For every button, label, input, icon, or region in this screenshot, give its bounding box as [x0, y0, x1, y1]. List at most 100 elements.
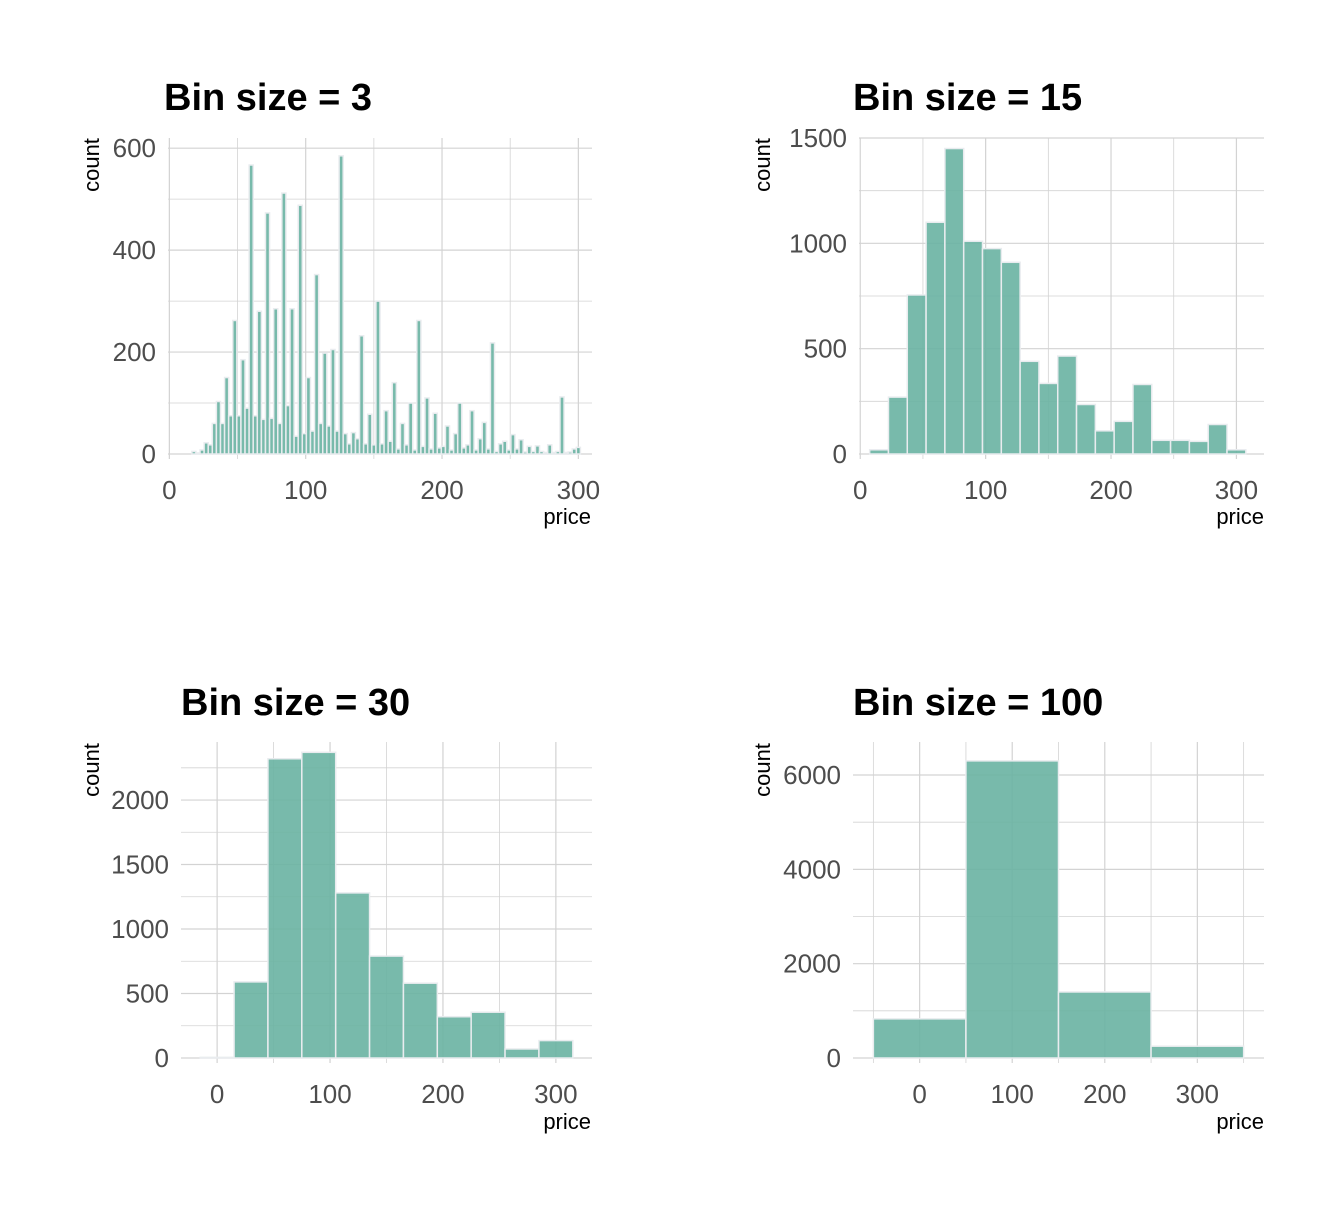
histogram-bar [301, 751, 337, 1059]
x-tick-label: 0 [912, 1079, 926, 1109]
histogram-bar [233, 981, 269, 1059]
histogram-bar [925, 221, 946, 455]
x-tick-label: 100 [284, 475, 327, 505]
x-tick-label: 0 [853, 475, 867, 505]
histogram-bar [407, 402, 414, 455]
histogram-bar [1057, 991, 1152, 1059]
histogram-bar [575, 446, 582, 455]
histogram-bar [887, 396, 909, 455]
histogram-bar [906, 294, 927, 455]
histogram-bar [481, 421, 488, 455]
histogram-bar [375, 300, 381, 455]
histogram-bar [432, 412, 439, 455]
y-tick-label: 0 [142, 439, 156, 469]
bars [868, 147, 1247, 455]
x-tick-label: 200 [420, 475, 463, 505]
panel-title: Bin size = 3 [164, 77, 372, 119]
histogram-bar [399, 422, 406, 455]
histogram-bar [470, 1011, 506, 1059]
histogram-bar [526, 445, 533, 455]
histogram-bar [504, 1048, 540, 1059]
y-tick-label: 0 [833, 439, 847, 469]
histogram-bar [1019, 360, 1040, 455]
y-tick-label: 2000 [783, 949, 841, 979]
x-tick-label: 200 [1083, 1079, 1126, 1109]
panel-bin-3: Bin size = 3 0 200 400 600 0 100 200 300 price… [79, 77, 600, 529]
histogram-bar [546, 444, 553, 455]
bars [199, 751, 574, 1059]
y-tick-label: 1500 [789, 123, 847, 153]
panel-title: Bin size = 30 [181, 682, 410, 724]
histogram-bar [248, 164, 254, 455]
panel-bin-30: Bin size = 30 0 500 1000 1500 2000 0 100 200 30… [79, 682, 592, 1134]
y-axis-label: count [750, 138, 775, 192]
histogram-bar [240, 358, 246, 455]
histogram-bar [965, 760, 1060, 1059]
histogram-bar [1188, 440, 1209, 455]
histogram-bar [1000, 261, 1021, 455]
y-tick-label: 0 [155, 1043, 169, 1073]
histogram-bar [518, 438, 524, 455]
x-axis-label: price [1216, 504, 1264, 529]
x-tick-label: 200 [1089, 475, 1132, 505]
x-tick-label: 100 [964, 475, 1007, 505]
y-tick-label: 1000 [789, 228, 847, 258]
y-tick-label: 4000 [783, 854, 841, 884]
histogram-bar [368, 955, 405, 1059]
histogram-bar [1094, 430, 1115, 455]
x-ticks: 0 100 200 300 [853, 475, 1258, 505]
histogram-bar [281, 192, 287, 455]
panel-bin-15: Bin size = 15 0 500 1000 1500 0 100 200 300 pr… [750, 77, 1264, 529]
y-tick-label: 600 [113, 133, 156, 163]
x-tick-label: 200 [421, 1079, 464, 1109]
histogram-bar [510, 433, 516, 455]
histogram-bar [444, 425, 451, 455]
histogram-bar [489, 342, 496, 455]
histogram-bar [1113, 420, 1134, 455]
histogram-bar [358, 335, 365, 455]
histogram-bar [402, 982, 439, 1059]
panel-title: Bin size = 100 [853, 682, 1103, 724]
x-tick-label: 300 [534, 1079, 577, 1109]
histogram-bar [330, 348, 336, 455]
x-ticks: 0 100 200 300 [210, 1079, 578, 1109]
histogram-bar [366, 413, 373, 455]
x-tick-label: 0 [210, 1079, 224, 1109]
histogram-bar [334, 892, 371, 1059]
x-ticks: 0 100 200 300 [912, 1079, 1219, 1109]
histogram-bar [944, 147, 965, 455]
histogram-bar [1226, 449, 1247, 455]
histogram-bar [1150, 1045, 1245, 1059]
histogram-bar [1207, 423, 1228, 455]
histogram-bar [289, 307, 295, 455]
bars [191, 155, 582, 455]
histogram-bar [416, 319, 422, 455]
histogram-bar [313, 273, 320, 455]
histogram-bar [297, 204, 304, 455]
histogram-bar [267, 758, 303, 1059]
y-tick-label: 500 [126, 979, 169, 1009]
y-tick-label: 0 [827, 1043, 841, 1073]
histogram-bar [256, 310, 263, 455]
histogram-bar [264, 212, 271, 455]
histogram-bar [559, 396, 565, 455]
histogram-bar [868, 449, 890, 455]
y-ticks: 0 200 400 600 [113, 133, 156, 469]
x-axis-label: price [1216, 1109, 1264, 1134]
y-tick-label: 400 [113, 235, 156, 265]
histogram-bar [1169, 439, 1191, 455]
histogram-bar [424, 397, 430, 455]
x-tick-label: 300 [557, 475, 600, 505]
histogram-bar [338, 155, 344, 455]
histogram-bar [501, 440, 508, 455]
histogram-bar [1075, 403, 1097, 455]
x-ticks: 0 100 200 300 [162, 475, 600, 505]
y-ticks: 0 2000 4000 6000 [783, 760, 841, 1073]
y-tick-label: 6000 [783, 760, 841, 790]
histogram-bar [981, 247, 1003, 455]
y-tick-label: 2000 [111, 785, 169, 815]
histogram-bar [232, 319, 238, 455]
x-axis-label: price [543, 1109, 591, 1134]
